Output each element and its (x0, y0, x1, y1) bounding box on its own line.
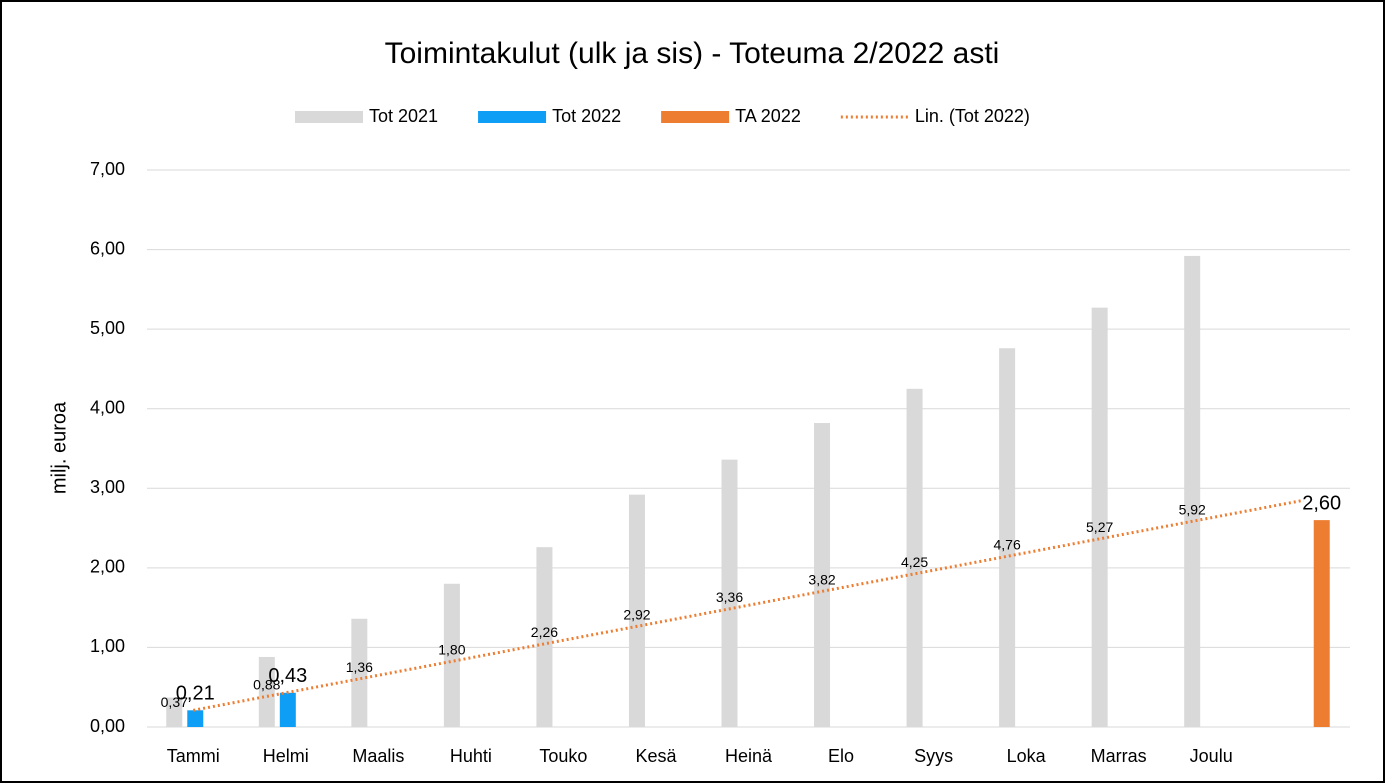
bar (187, 710, 204, 727)
x-tick-label: Huhti (450, 746, 492, 766)
bar (536, 547, 553, 727)
bar (628, 494, 645, 727)
data-label: 2,60 (1302, 492, 1341, 514)
bar (258, 656, 275, 727)
y-tick-label: 6,00 (90, 238, 125, 258)
bar (443, 583, 460, 727)
data-label: 1,36 (346, 659, 373, 675)
x-tick-label: Maalis (352, 746, 404, 766)
bar (1091, 307, 1108, 727)
legend-swatch (478, 111, 547, 123)
data-label: 0,88 (253, 676, 280, 692)
legend-label: Tot 2022 (552, 106, 621, 126)
legend-label: TA 2022 (735, 106, 801, 126)
data-label: 0,21 (176, 683, 215, 705)
x-tick-label: Touko (539, 746, 587, 766)
data-label: 0,37 (161, 694, 188, 710)
x-tick-label: Marras (1091, 746, 1147, 766)
x-tick-label: Kesä (635, 746, 677, 766)
data-label: 1,80 (438, 641, 465, 657)
y-tick-label: 5,00 (90, 318, 125, 338)
data-label: 2,92 (623, 606, 650, 622)
y-tick-label: 7,00 (90, 159, 125, 179)
legend-swatch (295, 111, 363, 123)
data-label: 5,27 (1086, 519, 1113, 535)
x-tick-label: Elo (828, 746, 854, 766)
legend-label: Tot 2021 (369, 106, 438, 126)
data-label: 4,25 (901, 554, 928, 570)
x-tick-label: Helmi (263, 746, 309, 766)
y-tick-label: 4,00 (90, 397, 125, 417)
bar (279, 692, 296, 727)
bar (721, 459, 738, 727)
data-label: 3,82 (808, 571, 835, 587)
y-axis-title: milj. euroa (48, 401, 70, 494)
x-tick-label: Loka (1007, 746, 1047, 766)
bar (1313, 520, 1330, 727)
y-tick-label: 3,00 (90, 477, 125, 497)
bar (906, 388, 923, 727)
data-label: 4,76 (993, 536, 1020, 552)
bar (814, 423, 831, 727)
y-tick-label: 0,00 (90, 716, 125, 736)
data-label: 5,92 (1179, 501, 1206, 517)
bar (166, 697, 183, 727)
data-label: 2,26 (531, 624, 558, 640)
y-tick-label: 1,00 (90, 636, 125, 656)
bar (999, 348, 1016, 727)
legend-label: Lin. (Tot 2022) (915, 106, 1030, 126)
trend-line (192, 498, 1305, 712)
chart-title: Toimintakulut (ulk ja sis) - Toteuma 2/2… (385, 37, 1000, 70)
x-tick-label: Heinä (725, 746, 773, 766)
legend-swatch (661, 111, 730, 123)
data-label: 3,36 (716, 589, 743, 605)
x-tick-label: Tammi (167, 746, 220, 766)
bar (351, 618, 368, 727)
y-tick-label: 2,00 (90, 557, 125, 577)
x-tick-label: Syys (914, 746, 953, 766)
data-label: 0,43 (268, 665, 307, 687)
bar (1184, 255, 1201, 728)
x-tick-label: Joulu (1190, 746, 1233, 766)
